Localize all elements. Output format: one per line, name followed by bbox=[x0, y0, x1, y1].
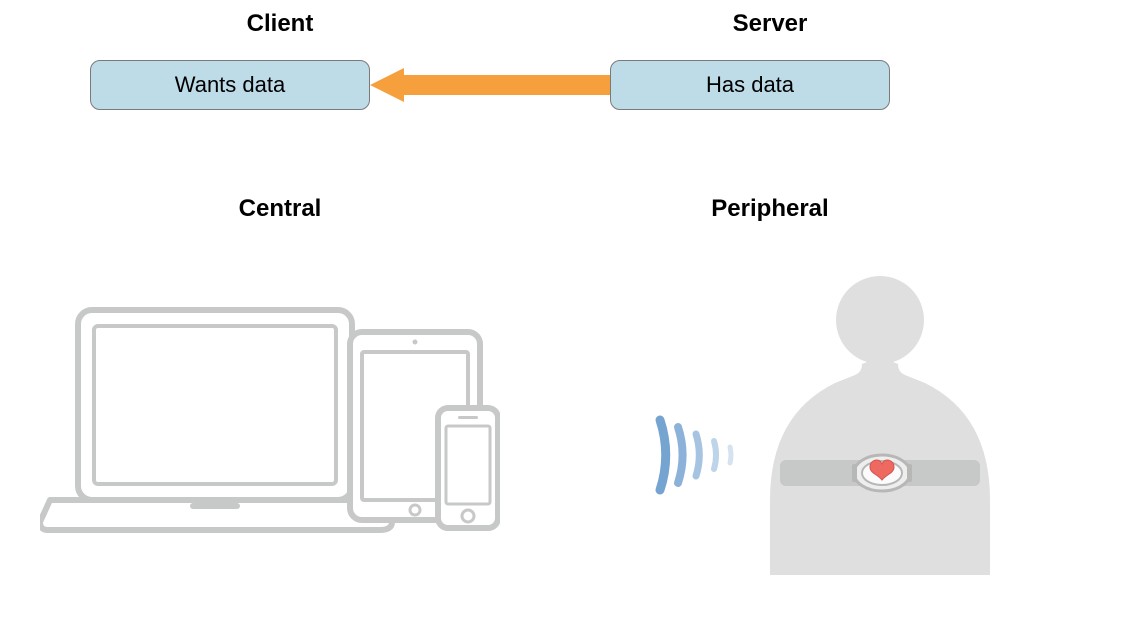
person-silhouette-icon bbox=[770, 276, 990, 575]
data-flow-arrow bbox=[370, 68, 610, 102]
arrow-left-icon bbox=[370, 68, 610, 102]
heading-peripheral: Peripheral bbox=[680, 195, 860, 223]
central-devices-illustration bbox=[40, 290, 500, 550]
server-box-label: Has data bbox=[706, 72, 794, 98]
heading-client: Client bbox=[190, 10, 370, 38]
heading-server: Server bbox=[680, 10, 860, 38]
server-box: Has data bbox=[610, 60, 890, 110]
peripheral-person-illustration bbox=[600, 265, 1060, 575]
person-heart-monitor-icon bbox=[600, 265, 1060, 575]
signal-icon bbox=[660, 420, 731, 490]
heading-central: Central bbox=[190, 195, 370, 223]
client-box-label: Wants data bbox=[175, 72, 285, 98]
phone-icon bbox=[438, 408, 498, 528]
laptop-icon bbox=[40, 310, 392, 530]
client-box: Wants data bbox=[90, 60, 370, 110]
devices-icon bbox=[40, 290, 500, 550]
ble-roles-diagram: Client Server Central Peripheral Wants d… bbox=[0, 0, 1132, 620]
heart-monitor-strap-icon bbox=[780, 455, 980, 491]
